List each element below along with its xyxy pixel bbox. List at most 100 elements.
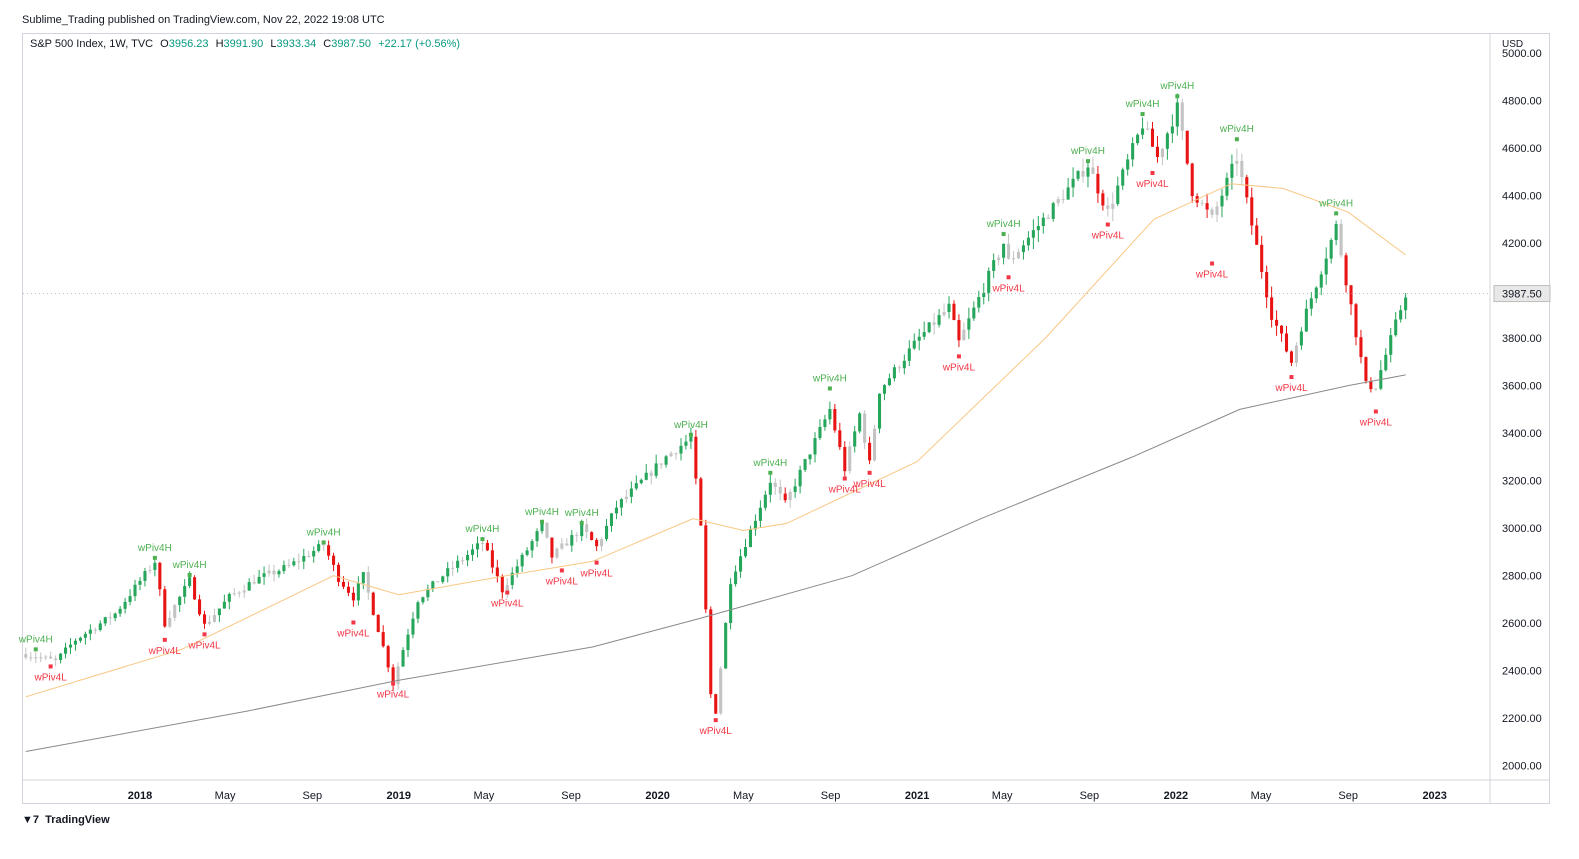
candle-body <box>992 260 996 271</box>
candle-body <box>1225 177 1229 196</box>
candle-body <box>912 340 916 349</box>
y-tick-label: 3600.00 <box>1502 381 1542 393</box>
candle-body <box>739 556 743 572</box>
candle-body <box>371 592 375 615</box>
candle-body <box>451 567 455 569</box>
candle-body <box>1299 331 1303 346</box>
candle-body <box>292 561 296 566</box>
candle-body <box>396 666 400 685</box>
candle-body <box>987 270 991 293</box>
candle-body <box>560 543 564 549</box>
candle-body <box>977 297 981 308</box>
candle-body <box>967 318 971 330</box>
pivot-high-label: wPiv4H <box>1159 81 1194 92</box>
candle-body <box>922 332 926 337</box>
candle-body <box>1245 177 1249 198</box>
candle-body <box>1101 193 1105 206</box>
legend-symbol: S&P 500 Index, 1W, TVC <box>30 38 154 50</box>
candle-body <box>1021 245 1025 253</box>
x-tick-label: Sep <box>302 790 322 802</box>
candle-body <box>59 653 63 660</box>
candle-body <box>277 571 281 575</box>
pivot-low-label: wPiv4L <box>1274 383 1308 394</box>
pivot-high-label: wPiv4H <box>306 527 341 538</box>
candle-body <box>1399 310 1403 320</box>
candle-body <box>495 567 499 577</box>
candle-body <box>887 378 891 386</box>
candle-body <box>1240 160 1244 178</box>
pivot-high-marker <box>187 572 192 577</box>
candle-body <box>565 543 569 546</box>
pivot-low-marker <box>202 632 207 637</box>
candle-body <box>421 597 425 603</box>
candle-body <box>505 584 509 593</box>
candle-body <box>917 336 921 341</box>
moving-average-short-line <box>25 183 1406 698</box>
candle-body <box>902 360 906 369</box>
candle-body <box>664 456 668 465</box>
candle-body <box>44 656 48 658</box>
candle-body <box>1369 380 1373 390</box>
candle-body <box>595 540 599 547</box>
candle-body <box>1220 195 1224 207</box>
candle-body <box>49 656 53 659</box>
y-tick-label: 5000.00 <box>1502 48 1542 60</box>
candle-body <box>1036 226 1040 231</box>
candle-body <box>1255 225 1259 245</box>
candle-body <box>1200 202 1204 204</box>
y-tick-label: 4200.00 <box>1502 238 1542 250</box>
candle-body <box>689 436 693 442</box>
candle-body <box>1175 102 1179 127</box>
candle-body <box>1185 130 1189 164</box>
pivot-low-marker <box>1006 275 1011 280</box>
candle-body <box>1235 160 1239 164</box>
candle-body <box>1160 148 1164 157</box>
x-tick-label: May <box>1251 790 1272 802</box>
candle-body <box>763 494 767 508</box>
candle-body <box>714 694 718 714</box>
candle-body <box>356 583 360 601</box>
candle-body <box>600 539 604 547</box>
candle-body <box>699 478 703 526</box>
y-tick-label: 4600.00 <box>1502 143 1542 155</box>
candle-body <box>302 555 306 562</box>
candle-body <box>381 632 385 647</box>
candle-body <box>550 537 554 558</box>
candle-body <box>773 482 777 487</box>
candle-body <box>108 617 112 619</box>
chart-frame[interactable] <box>22 33 1550 804</box>
candle-body <box>1394 319 1398 336</box>
candle-body <box>654 463 658 476</box>
candle-body <box>609 513 614 526</box>
candle-body <box>88 629 92 634</box>
pivot-low-label: wPiv4L <box>699 726 733 737</box>
candle-body <box>133 584 137 597</box>
candle-body <box>853 431 857 447</box>
candle-body <box>426 588 430 598</box>
candle-body <box>580 524 584 537</box>
pivot-low-marker <box>867 470 872 475</box>
candle-body <box>1309 298 1313 309</box>
pivot-high-label: wPiv4H <box>564 508 599 519</box>
candle-body <box>957 319 961 341</box>
legend-high: 3991.90 <box>223 38 264 50</box>
candle-body <box>1076 171 1080 179</box>
candle-body <box>1359 337 1363 358</box>
pivot-low-label: wPiv4L <box>336 628 370 639</box>
candle-body <box>128 596 132 602</box>
candle-body <box>629 488 633 497</box>
candle-body <box>1230 163 1234 178</box>
pivot-high-marker <box>1140 112 1145 117</box>
candle-body <box>788 491 792 501</box>
candle-body <box>198 599 202 615</box>
candle-body <box>1190 163 1194 197</box>
pivot-low-marker <box>956 354 961 359</box>
candle-body <box>98 623 102 630</box>
candle-body <box>39 657 43 659</box>
candle-body <box>1121 169 1125 186</box>
x-tick-label: 2018 <box>128 790 152 802</box>
candle-body <box>436 581 440 583</box>
candle-body <box>317 544 321 551</box>
candle-body <box>351 592 355 601</box>
